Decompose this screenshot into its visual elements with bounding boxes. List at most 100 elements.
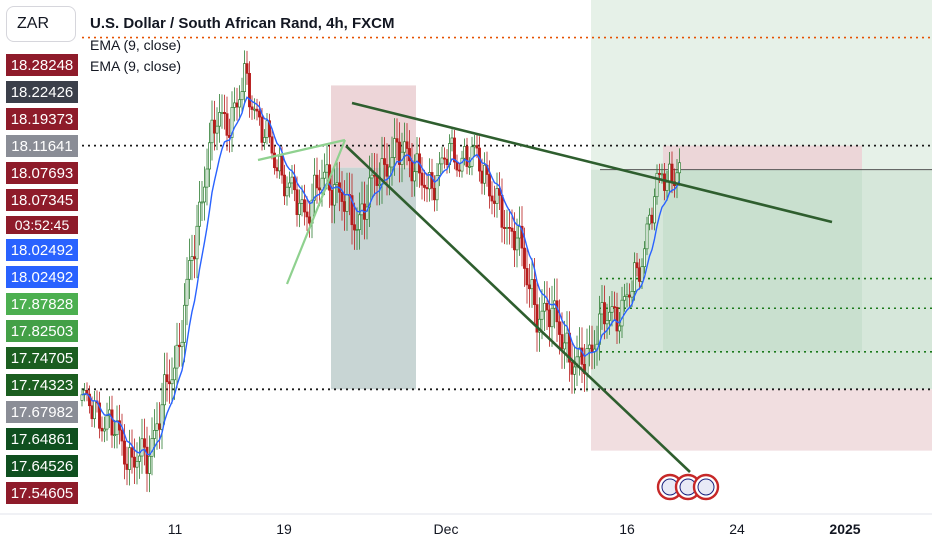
candle-body bbox=[663, 173, 666, 191]
candle-body bbox=[128, 447, 131, 470]
candle-body bbox=[358, 214, 361, 230]
candle-body bbox=[263, 137, 266, 143]
price-level-tag: 18.19373 bbox=[6, 108, 78, 130]
candle-body bbox=[210, 119, 214, 144]
candle-body bbox=[238, 99, 241, 108]
candle-body bbox=[385, 164, 389, 177]
candle-body bbox=[383, 158, 386, 165]
candle-body bbox=[433, 187, 436, 201]
ema-indicator-label[interactable]: EMA (9, close) bbox=[90, 58, 182, 74]
candle-body bbox=[283, 174, 286, 197]
candle-body bbox=[493, 200, 496, 204]
candle-body bbox=[145, 446, 149, 474]
candle-body bbox=[423, 184, 426, 188]
candle-body bbox=[510, 227, 514, 232]
candle-body bbox=[258, 110, 261, 118]
candle-body bbox=[278, 155, 281, 172]
candle-body bbox=[308, 216, 311, 224]
candle-body bbox=[405, 141, 409, 149]
candle-body bbox=[408, 148, 411, 162]
candle-body bbox=[315, 174, 319, 189]
candle-body bbox=[133, 456, 136, 468]
price-level-tag: 18.22426 bbox=[6, 81, 78, 103]
candle-body bbox=[490, 195, 494, 202]
candle-body bbox=[140, 438, 144, 457]
candle-body bbox=[453, 137, 456, 163]
candle-body bbox=[538, 318, 541, 333]
candle-body bbox=[613, 306, 616, 309]
price-level-tag: 17.87828 bbox=[6, 293, 78, 315]
candle-body bbox=[168, 381, 171, 385]
candle-body bbox=[80, 394, 84, 401]
candle-body bbox=[180, 341, 184, 348]
candle-body bbox=[403, 141, 406, 153]
candle-body bbox=[235, 102, 239, 108]
candle-body bbox=[208, 142, 211, 170]
candle-body bbox=[520, 225, 524, 249]
price-level-tag: 18.11641 bbox=[6, 135, 78, 157]
symbol-label: ZAR bbox=[17, 15, 49, 32]
upper-trend-line bbox=[351, 101, 833, 224]
candle-body bbox=[390, 157, 394, 168]
candle-body bbox=[563, 342, 566, 350]
candle-body bbox=[540, 310, 544, 320]
ema-indicator-label[interactable]: EMA (9, close) bbox=[90, 37, 182, 53]
candle-body bbox=[335, 182, 339, 185]
candle-body bbox=[678, 162, 681, 174]
candle-body bbox=[523, 247, 526, 269]
candle-body bbox=[643, 248, 646, 268]
candle-body bbox=[290, 176, 294, 184]
ema-line bbox=[81, 96, 681, 456]
candle-body bbox=[620, 299, 624, 327]
candle-body bbox=[458, 169, 461, 172]
candle-body bbox=[203, 186, 206, 203]
candle-body bbox=[188, 260, 191, 280]
candle-body bbox=[125, 463, 129, 470]
candle-body bbox=[560, 334, 564, 350]
candle-body bbox=[545, 302, 549, 311]
candle-body bbox=[488, 174, 491, 197]
candle-body bbox=[153, 430, 156, 439]
candle-body bbox=[158, 423, 161, 430]
candle-body bbox=[190, 256, 194, 261]
price-level-tag: 17.67982 bbox=[6, 401, 78, 423]
candle-body bbox=[163, 374, 166, 406]
candle-body bbox=[573, 366, 576, 375]
candle-body bbox=[273, 152, 276, 169]
candle-body bbox=[600, 302, 604, 315]
candle-body bbox=[270, 136, 274, 154]
candle-body bbox=[298, 202, 301, 215]
candle-body bbox=[110, 409, 114, 436]
candle-body bbox=[430, 172, 434, 189]
price-level-tag: 18.28248 bbox=[6, 54, 78, 76]
candle-body bbox=[343, 201, 346, 212]
candle-body bbox=[513, 230, 516, 251]
candle-body bbox=[588, 344, 591, 349]
candle-body bbox=[330, 189, 334, 206]
candle-body bbox=[200, 201, 204, 204]
symbol-selector[interactable]: ZAR bbox=[6, 6, 76, 42]
candle-body bbox=[105, 415, 109, 430]
candle-body bbox=[340, 191, 344, 202]
candle-body bbox=[505, 227, 509, 229]
price-level-tag: 18.02492 bbox=[6, 239, 78, 261]
candle-body bbox=[480, 170, 484, 184]
candle-body bbox=[543, 302, 546, 312]
candle-body bbox=[195, 225, 199, 260]
candle-body bbox=[213, 119, 216, 134]
price-level-tag: 17.74705 bbox=[6, 347, 78, 369]
candle-body bbox=[185, 278, 189, 306]
candle-body bbox=[150, 438, 154, 457]
price-level-tag: 17.82503 bbox=[6, 320, 78, 342]
price-level-tag: 18.02492 bbox=[6, 266, 78, 288]
candle-body bbox=[635, 262, 639, 269]
candle-body bbox=[630, 291, 634, 298]
candle-body bbox=[303, 199, 306, 213]
candle-body bbox=[365, 206, 369, 220]
candle-body bbox=[548, 309, 551, 328]
candle-body bbox=[170, 379, 174, 385]
candle-body bbox=[318, 187, 321, 191]
candle-body bbox=[658, 172, 661, 175]
candle-body bbox=[660, 173, 664, 176]
